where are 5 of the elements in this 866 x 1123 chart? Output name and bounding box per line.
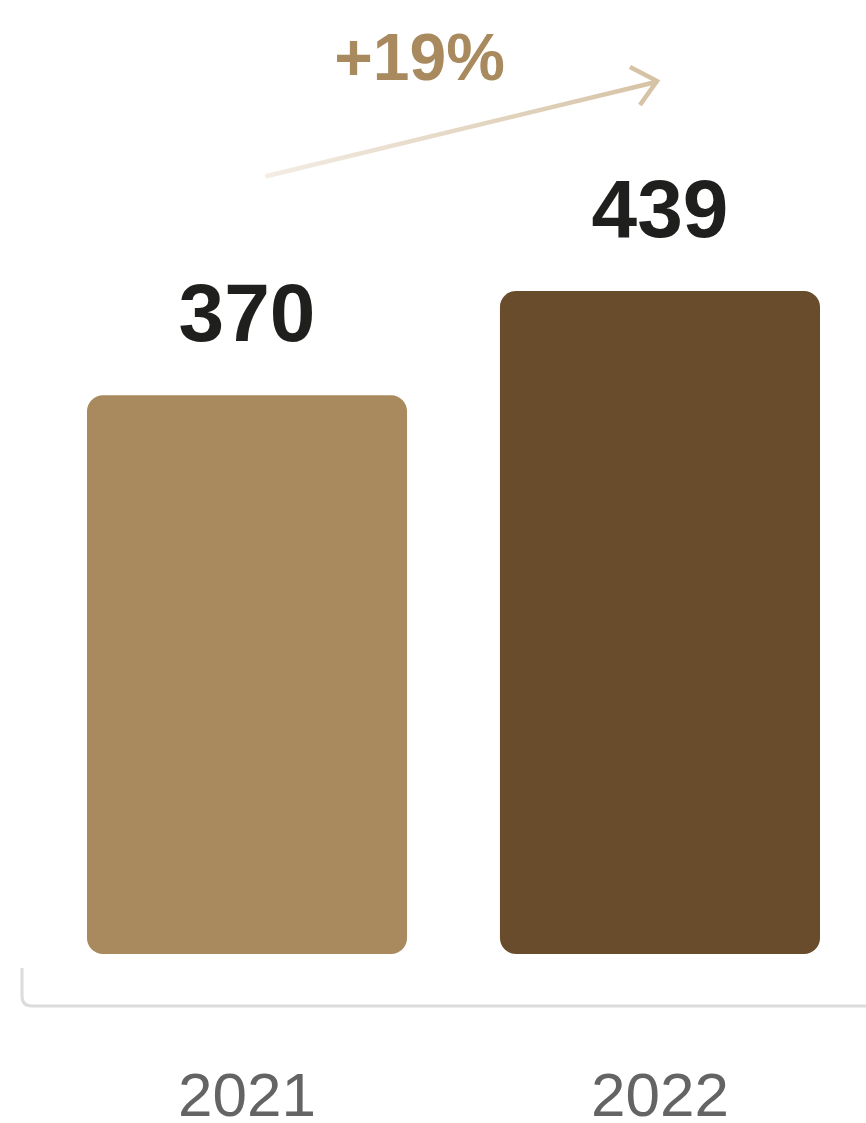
- data-label: 370: [178, 267, 316, 359]
- data-label: 439: [591, 163, 729, 254]
- x-tick-label: 2022: [591, 1060, 729, 1123]
- x-tick-label: 2021: [178, 1060, 316, 1123]
- text: +19%: [334, 20, 505, 94]
